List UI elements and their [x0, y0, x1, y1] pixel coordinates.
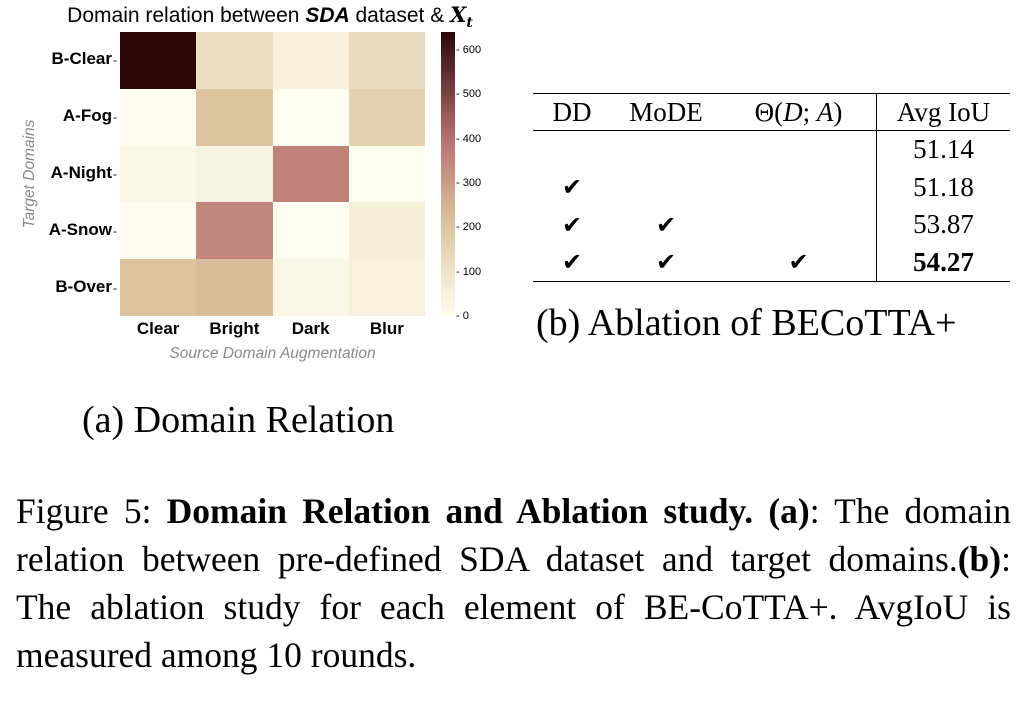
heatmap-x-tick-label: Dark [291, 319, 330, 338]
heatmap-title-symbol-letter: X [450, 2, 467, 27]
header-avg-iou: Avg IoU [876, 93, 1010, 131]
heatmap-colorbar [441, 32, 455, 316]
colorbar-tick-label: 400 [456, 133, 481, 145]
figure-caption-title: Domain Relation and Ablation study. [166, 491, 754, 531]
heatmap-cell-A-Fog-Blur [348, 88, 425, 146]
table-row: 51.14 [533, 130, 1010, 169]
figure-caption-b-label: (b) [957, 539, 1002, 579]
colorbar-tick-label: 100 [456, 266, 481, 278]
heatmap-cell-B-Clear-Dark [272, 32, 349, 89]
figure-caption-a-label: (a) [768, 491, 810, 531]
cell-mode: ✔ [655, 210, 677, 239]
cell-dd: ✔ [561, 248, 583, 277]
heatmap-cell-A-Snow-Clear [120, 202, 197, 260]
header-theta: Θ(D; A) [721, 94, 877, 131]
figure-caption-a-text: : The domain relation between pre-define… [16, 491, 1011, 579]
cell-dd: ✔ [561, 173, 583, 202]
table-row: ✔ 51.18 [533, 168, 1010, 207]
colorbar-tick-label: 300 [456, 177, 481, 189]
heatmap-cell-B-Over-Clear [120, 259, 197, 316]
heatmap-x-tick-label: Bright [209, 319, 260, 338]
heatmap-cell-B-Over-Dark [272, 259, 349, 316]
colorbar-tick-label: 600 [456, 44, 481, 56]
heatmap-title-bold: SDA [305, 4, 350, 27]
colorbar-tick-label: 200 [456, 221, 481, 233]
heatmap-y-axis-title: Target Domains [21, 119, 38, 229]
heatmap-y-tick-label: A-Fog [63, 106, 117, 126]
cell-theta: ✔ [788, 248, 809, 277]
heatmap-x-axis-title: Source Domain Augmentation [169, 345, 376, 362]
colorbar-tick-label: 0 [456, 310, 469, 322]
heatmap-y-tick-label: B-Clear [52, 49, 117, 69]
cell-mode [611, 131, 721, 169]
ablation-table: DD MoDE Θ(D; A) Avg IoU 51.14 ✔ 51.18 ✔ … [533, 93, 1010, 282]
subfigure-b-caption: (b) Ablation of BECoTTA+ [536, 302, 957, 344]
heatmap-cell-B-Over-Blur [348, 259, 425, 316]
heatmap-cell-A-Night-Clear [120, 145, 197, 203]
header-theta-sep: ; [802, 96, 817, 127]
heatmap-cell-B-Clear-Blur [348, 32, 425, 89]
table-row: ✔ ✔ 53.87 [533, 206, 1010, 244]
heatmap-cell-A-Night-Blur [348, 145, 425, 203]
cell-dd: ✔ [561, 210, 583, 239]
cell-theta [721, 169, 877, 207]
figure-caption-b-text: : The ablation study for each element of… [16, 539, 1011, 675]
heatmap-grid [120, 32, 425, 316]
heatmap-cell-A-Snow-Blur [348, 202, 425, 260]
header-theta-open: Θ( [754, 96, 784, 127]
heatmap-cell-B-Over-Bright [196, 259, 273, 316]
heatmap-cell-A-Snow-Bright [196, 202, 273, 260]
cell-avg-iou: 53.87 [876, 206, 1010, 244]
header-theta-d: D [783, 96, 803, 127]
cell-dd [533, 131, 611, 169]
header-theta-close: ) [833, 96, 843, 127]
heatmap-y-tick-label: A-Snow [49, 220, 117, 240]
cell-mode: ✔ [655, 248, 677, 277]
heatmap-cell-A-Night-Bright [196, 145, 273, 203]
table-header-row: DD MoDE Θ(D; A) Avg IoU [533, 93, 1010, 131]
heatmap-cell-A-Snow-Dark [272, 202, 349, 260]
heatmap-y-tick-label: A-Night [51, 163, 117, 183]
table-row: ✔ ✔ ✔ 54.27 [533, 243, 1010, 282]
subfigure-a-caption: (a) Domain Relation [82, 399, 395, 441]
cell-theta [721, 131, 877, 169]
heatmap-title-subscript: t [466, 15, 473, 32]
cell-mode [611, 169, 721, 207]
heatmap-cell-B-Clear-Bright [196, 32, 273, 89]
cell-avg-iou: 51.14 [876, 130, 1010, 169]
heatmap-cell-B-Clear-Clear [120, 32, 197, 89]
heatmap-cell-A-Night-Dark [272, 145, 349, 203]
heatmap-title: Domain relation between SDA dataset & Xt [0, 2, 540, 31]
heatmap-cell-A-Fog-Clear [120, 88, 197, 146]
heatmap-cell-A-Fog-Bright [196, 88, 273, 146]
heatmap-title-middle: dataset & [349, 4, 451, 27]
heatmap-x-tick-label: Blur [369, 319, 404, 338]
cell-theta [721, 206, 877, 244]
heatmap-cell-A-Fog-Dark [272, 88, 349, 146]
heatmap-title-prefix: Domain relation between [67, 4, 306, 27]
heatmap-y-tick-label: B-Over [55, 277, 117, 297]
colorbar-tick-label: 500 [456, 88, 481, 100]
cell-avg-iou-best: 54.27 [876, 243, 1010, 282]
cell-avg-iou: 51.18 [876, 168, 1010, 206]
heatmap-x-tick-label: Clear [136, 319, 180, 338]
header-theta-a: A [816, 96, 834, 127]
header-mode: MoDE [629, 96, 703, 127]
heatmap-title-symbol: Xt [450, 2, 473, 31]
figure-caption: Figure 5: Domain Relation and Ablation s… [16, 487, 1011, 679]
figure-caption-prefix: Figure 5: [16, 491, 167, 531]
header-dd: DD [552, 96, 592, 127]
